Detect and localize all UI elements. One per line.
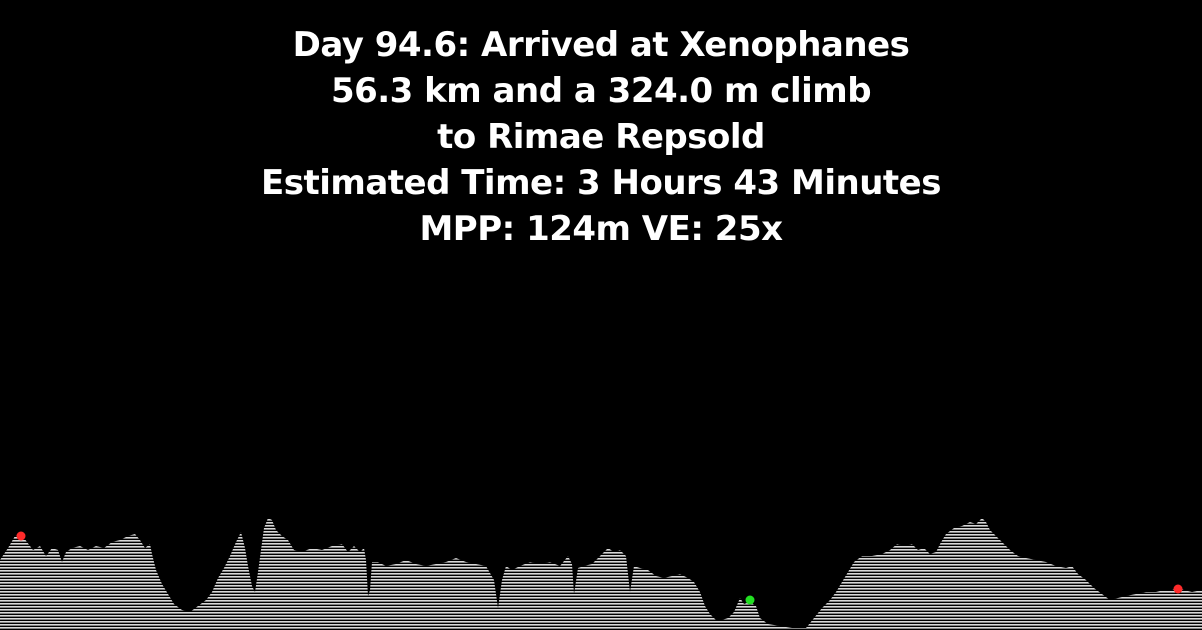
title-day-arrival: Day 94.6: Arrived at Xenophanes (292, 25, 910, 65)
title-estimated-time: Estimated Time: 3 Hours 43 Minutes (261, 163, 941, 203)
start-marker (16, 531, 26, 541)
title-distance-climb: 56.3 km and a 324.0 m climb (330, 71, 872, 111)
end-marker (1173, 584, 1183, 594)
route-summary: Day 94.6: Arrived at Xenophanes 56.3 km … (0, 22, 1202, 252)
terrain-silhouette (0, 518, 1202, 630)
title-mpp-ve: MPP: 124m VE: 25x (419, 209, 783, 249)
current-position-marker (745, 595, 755, 605)
title-destination: to Rimae Repsold (437, 117, 765, 157)
